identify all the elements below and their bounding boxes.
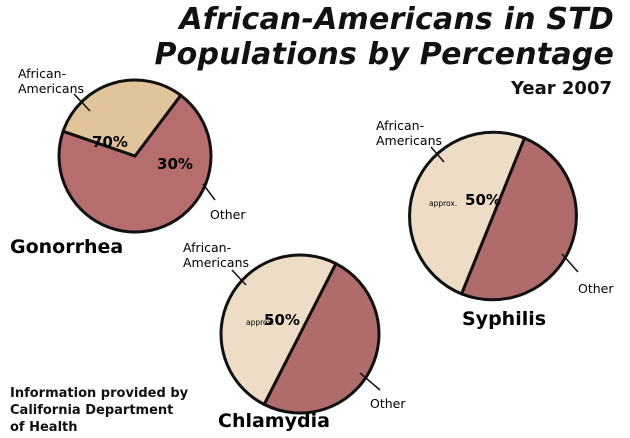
category-label-syphilis-other: Other: [578, 281, 614, 296]
category-label-chlamydia-african-americans: African-Americans: [183, 240, 249, 270]
pie-slice-gonorrhea-african-americans: [57, 93, 213, 234]
pie-syphilis: African-Americans Other 50% approx. Syphilis: [376, 118, 614, 330]
pie-slice-chlamydia-other: [219, 253, 338, 407]
pie-slice-chlamydia-african-americans: [262, 261, 381, 415]
source-line-2: California Department: [10, 403, 174, 418]
pie-slice-gonorrhea-other: [61, 78, 183, 158]
category-label-chlamydia-other: Other: [370, 396, 406, 411]
year-subtitle: Year 2007: [511, 78, 612, 99]
pie-slice-syphilis-african-americans: [459, 136, 578, 302]
pie-slice-syphilis-other: [408, 130, 527, 296]
category-label-gonorrhea-african-americans: African-Americans: [18, 66, 84, 96]
leader-line-syphilis-other: [561, 253, 579, 273]
category-label-syphilis-african-americans: African-Americans: [376, 118, 442, 148]
title-line-1: African-Americans in STD: [179, 2, 614, 37]
approx-label-syphilis: approx.: [429, 199, 457, 208]
value-label-syphilis-african-americans: 50%: [465, 191, 501, 209]
source-line-3: of Health: [10, 420, 78, 435]
pie-chlamydia: African-Americans Other 50%approx. Chlamydi…: [183, 240, 406, 432]
source-note: Information provided by California Depar…: [10, 385, 188, 436]
pie-gonorrhea: African-Americans Other 70% 30% Gonorrhea: [10, 66, 246, 258]
leader-line-gonorrhea-african-americans: [73, 93, 91, 112]
title-line-2: Populations by Percentage: [154, 37, 614, 72]
source-line-1: Information provided by: [10, 386, 189, 401]
value-label-gonorrhea-african-americans: 70%: [92, 133, 128, 151]
page-title: African-Americans in STD Populations by …: [154, 2, 614, 72]
approx-label-chlamydia: approx.: [246, 318, 274, 327]
value-label-chlamydia-african-americans: 50%: [264, 311, 300, 329]
leader-line-syphilis-african-americans: [430, 146, 445, 163]
leader-line-chlamydia-african-americans: [231, 269, 247, 286]
category-label-gonorrhea-other: Other: [210, 207, 246, 222]
leader-line-chlamydia-other: [359, 372, 381, 391]
pie-title-gonorrhea: Gonorrhea: [10, 236, 123, 258]
pie-title-chlamydia: Chlamydia: [218, 410, 330, 432]
value-label-gonorrhea-other: 30%: [157, 155, 193, 173]
pie-title-syphilis: Syphilis: [462, 308, 546, 330]
leader-line-gonorrhea-other: [202, 183, 216, 201]
